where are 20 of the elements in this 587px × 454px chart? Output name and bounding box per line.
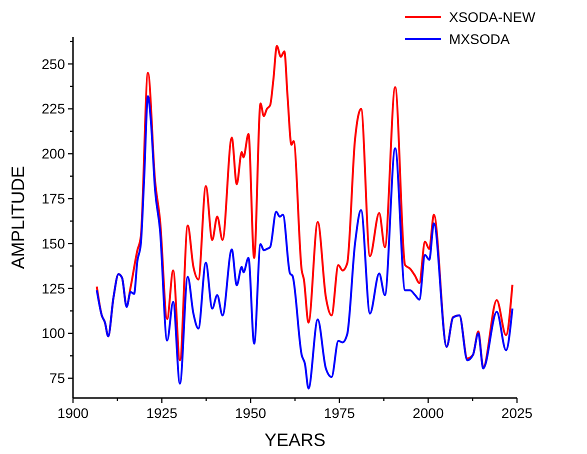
x-tick-label: 2025 bbox=[501, 405, 533, 421]
y-tick-label: 150 bbox=[42, 235, 66, 252]
line-series bbox=[96, 95, 514, 390]
x-tick-label: 1925 bbox=[146, 405, 178, 421]
y-axis-title: AMPLITUDE bbox=[8, 166, 28, 270]
y-tick-label: 75 bbox=[49, 370, 66, 386]
x-tick-label: 1900 bbox=[57, 405, 89, 421]
x-tick-label: 1975 bbox=[324, 405, 356, 421]
y-tick-label: 100 bbox=[42, 325, 66, 342]
y-tick-label: 250 bbox=[42, 56, 66, 72]
x-tick-label: 2000 bbox=[412, 405, 444, 421]
y-tick-label: 200 bbox=[42, 146, 66, 162]
line-series bbox=[96, 44, 514, 368]
legend-label: XSODA-NEW bbox=[449, 8, 536, 25]
x-tick-label: 1950 bbox=[235, 405, 266, 421]
x-axis-title: YEARS bbox=[264, 430, 326, 450]
y-tick-label: 175 bbox=[42, 190, 66, 207]
y-tick-label: 125 bbox=[42, 280, 66, 296]
legend-label: MXSODA bbox=[449, 30, 510, 47]
y-tick-label: 225 bbox=[42, 100, 66, 117]
